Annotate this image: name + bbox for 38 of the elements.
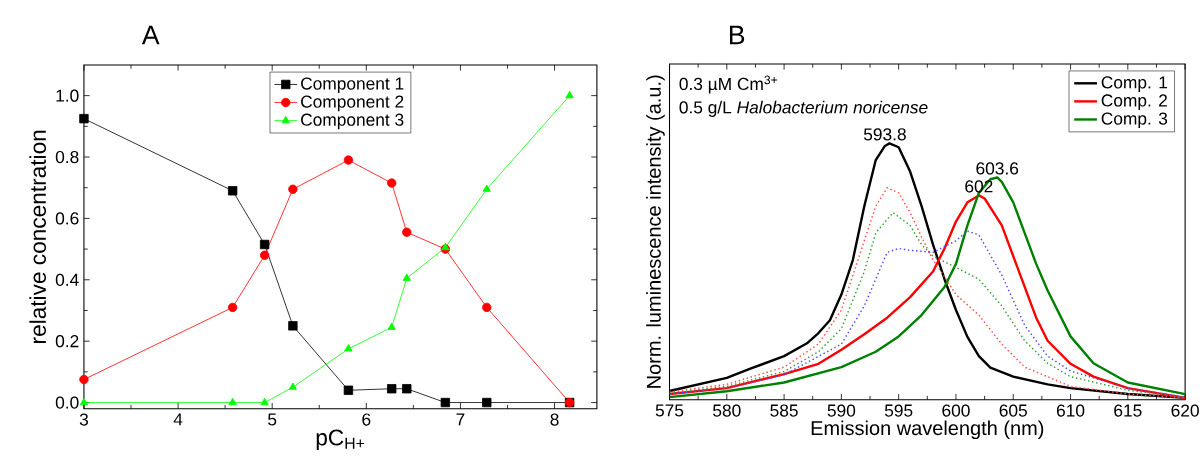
legend-label: Component 1 [301, 77, 404, 94]
x-tick-label: 620 [1171, 404, 1199, 417]
x-tick-label: 595 [884, 404, 913, 417]
chart-title: A [141, 25, 160, 45]
y-tick-label: 0.8 [55, 151, 79, 164]
legend-label: Comp. 1 [1101, 76, 1168, 93]
x-tick-label: 590 [827, 404, 856, 417]
y-axis-title: relative concentration [29, 130, 47, 344]
x-tick-label: 610 [1056, 404, 1085, 417]
annotation: 593.8 [863, 128, 906, 141]
x-tick-label: 6 [362, 413, 371, 426]
x-tick-label: 605 [999, 404, 1027, 417]
x-tick-label: 615 [1114, 404, 1142, 417]
x-tick-label: 580 [713, 404, 741, 417]
x-tick-label: 5 [268, 413, 277, 426]
x-tick-label: 4 [173, 413, 183, 426]
y-tick-label: 1.0 [56, 89, 79, 102]
text: 0.3 µM Cm$^{3+}$ [679, 75, 778, 94]
annotation: 603.6 [976, 162, 1019, 175]
legend-label: Component 3 [301, 113, 404, 130]
x-axis-title: pC$_{H+}$ [316, 429, 365, 451]
legend-label: Comp. 2 [1101, 94, 1167, 111]
y-tick-label: 0.2 [55, 335, 79, 348]
x-tick-label: 600 [942, 404, 970, 417]
x-tick-label: 3 [79, 413, 89, 426]
y-tick-label: 0.0 [55, 396, 79, 409]
x-tick-label: 575 [655, 404, 684, 417]
legend-label: Comp. 3 [1101, 112, 1168, 129]
y-tick-label: 0.6 [55, 212, 79, 225]
y-tick-label: 0.4 [55, 273, 79, 287]
x-tick-label: 585 [770, 404, 798, 417]
y-axis-title: Norm. luminescence intensity (a.u.) [646, 75, 665, 388]
text: 0.5 g/L Halobacterium noricense [679, 100, 928, 118]
chart-title: B [729, 25, 745, 45]
legend-label: Component 2 [301, 95, 404, 112]
x-tick-label: 7 [456, 413, 465, 426]
x-tick-label: 8 [550, 413, 559, 426]
x-axis-title: Emission wavelength (nm) [811, 420, 1044, 440]
